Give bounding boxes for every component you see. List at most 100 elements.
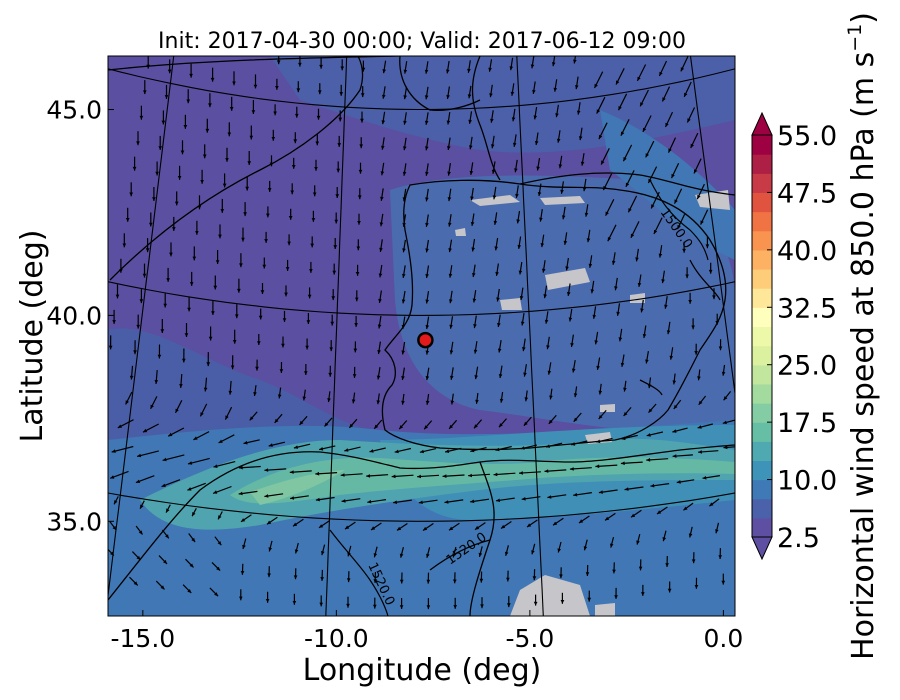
wind-arrow — [418, 499, 438, 505]
wind-arrow — [672, 427, 688, 433]
wind-arrow — [721, 573, 726, 585]
wind-arrow — [705, 237, 710, 249]
nodata-patch — [470, 195, 520, 206]
wind-arrow — [164, 84, 169, 99]
wind-arrow — [133, 340, 137, 355]
wind-arrow — [474, 366, 479, 380]
wind-arrow — [532, 81, 536, 94]
wind-arrow — [292, 518, 304, 527]
wind-arrow — [186, 89, 191, 104]
wind-arrow — [327, 391, 331, 403]
wind-arrow — [356, 239, 361, 251]
colorbar-band — [752, 460, 772, 481]
wind-arrow — [366, 474, 389, 478]
contour-1500 — [649, 179, 709, 261]
wind-arrow — [647, 166, 658, 184]
wind-vectors — [108, 56, 735, 610]
wind-arrow — [253, 385, 257, 397]
wind-arrow — [113, 496, 119, 505]
wind-arrow — [450, 393, 455, 405]
wind-arrow — [510, 83, 515, 96]
wind-arrow — [566, 283, 571, 296]
wind-arrow — [167, 427, 185, 437]
wind-arrow — [504, 545, 509, 556]
wind-arrow — [673, 188, 683, 204]
wind-arrow — [275, 78, 279, 90]
colorbar-label: Horizontal wind speed at 850.0 hPa (m s−… — [844, 12, 881, 660]
wind-arrow — [676, 213, 686, 230]
wind-arrow — [449, 290, 453, 304]
wind-arrow — [446, 60, 450, 74]
wind-arrow — [238, 490, 258, 496]
wind-arrow — [473, 419, 483, 429]
nodata-patch — [500, 298, 522, 310]
wind-arrow — [108, 548, 115, 556]
wind-arrow — [154, 370, 159, 385]
colorbar-band — [752, 403, 772, 423]
wind-arrow — [620, 461, 643, 466]
wind-arrow — [578, 127, 583, 141]
wind-arrow — [401, 393, 405, 405]
wind-arrow — [132, 156, 137, 171]
wind-arrow — [661, 86, 671, 102]
wind-arrow — [507, 596, 511, 608]
wind-arrow — [367, 499, 387, 504]
wind-arrow — [620, 119, 630, 136]
wind-arrow — [686, 107, 696, 123]
colorbar-band — [752, 135, 772, 155]
wind-arrow — [382, 60, 387, 74]
colorbar-band — [752, 173, 772, 194]
wind-arrow — [559, 567, 563, 579]
wind-arrow — [595, 464, 618, 469]
wind-arrow — [291, 157, 296, 169]
wind-arrow — [447, 163, 451, 176]
wind-arrow — [287, 234, 291, 246]
wind-arrow — [131, 551, 141, 561]
wind-arrow — [347, 545, 352, 557]
wind-arrow — [570, 440, 588, 446]
wind-arrow — [472, 290, 477, 303]
wind-arrow — [230, 355, 235, 370]
wind-arrow — [723, 445, 735, 450]
wind-arrow — [680, 56, 689, 72]
wind-arrow — [169, 242, 173, 257]
wind-arrow — [391, 474, 414, 479]
wind-arrow — [521, 496, 541, 501]
colorbar-band — [752, 288, 772, 308]
wind-arrow — [667, 581, 672, 593]
wind-arrow — [241, 227, 245, 242]
wind-arrow — [447, 137, 451, 151]
wind-arrow — [378, 290, 382, 303]
wind-arrow — [642, 325, 647, 339]
wind-arrow — [425, 163, 429, 176]
colorbar-band — [752, 383, 772, 404]
wind-arrow — [470, 447, 487, 453]
wind-arrow — [335, 187, 340, 198]
coastline-mediterranean-islands — [639, 259, 721, 396]
wind-arrow — [546, 336, 550, 350]
wind-arrow — [662, 530, 667, 542]
wind-arrow — [522, 338, 526, 352]
wind-arrow — [293, 568, 298, 580]
wind-arrow — [152, 187, 156, 201]
wind-arrow — [422, 523, 434, 531]
wind-arrow — [284, 285, 288, 297]
wind-arrow — [290, 183, 294, 195]
wind-arrow — [555, 104, 559, 118]
wind-arrow — [534, 132, 539, 146]
wind-arrow — [537, 183, 542, 197]
wind-arrow — [179, 374, 183, 388]
wind-arrow — [129, 576, 139, 586]
wind-arrow — [319, 595, 323, 607]
wind-arrow — [506, 570, 510, 582]
wind-arrow — [583, 539, 588, 551]
wind-arrow — [709, 498, 720, 507]
wind-arrow — [524, 390, 529, 402]
coastline-west-boundary — [109, 56, 364, 281]
wind-arrow — [545, 442, 563, 448]
wind-arrow — [403, 61, 408, 74]
wind-arrow — [355, 264, 360, 276]
wind-arrow — [158, 555, 168, 565]
wind-arrow — [570, 334, 574, 348]
wind-arrow — [213, 275, 218, 290]
